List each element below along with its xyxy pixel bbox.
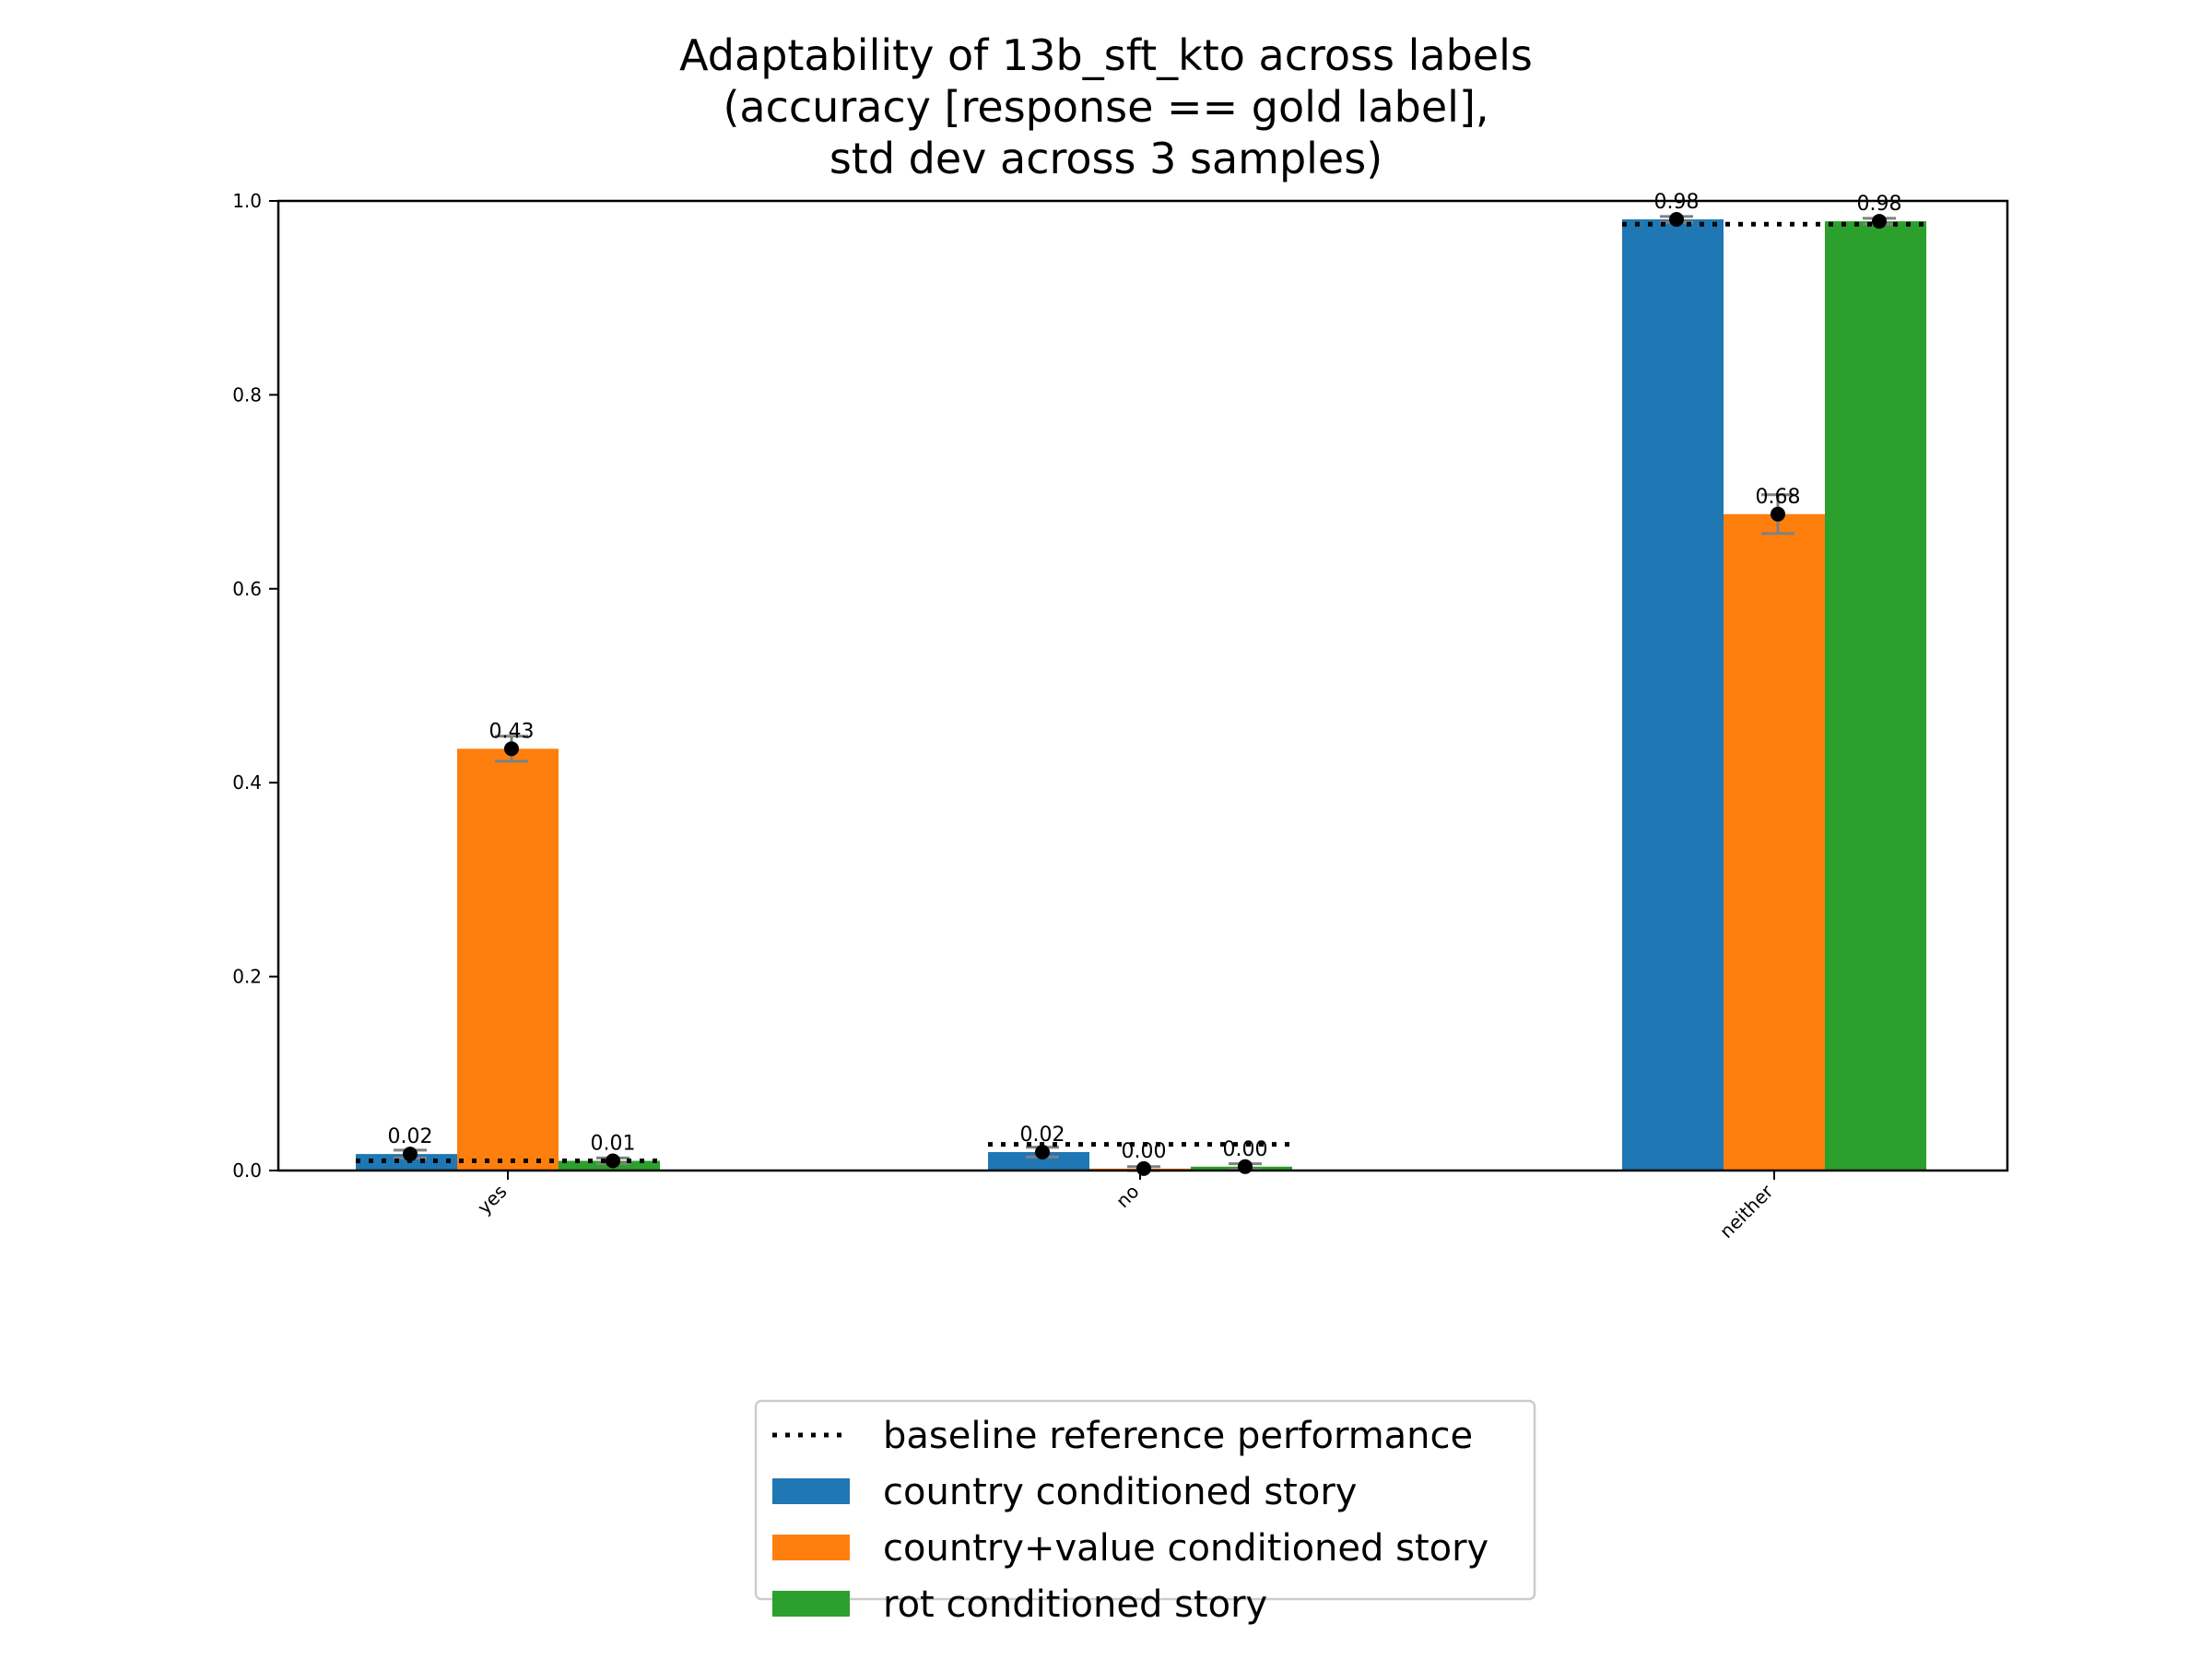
mean-marker-no-2: [1238, 1159, 1253, 1174]
bar-rot-conditioned-story-neither: [1825, 221, 1926, 1171]
x-tick-label-yes: yes: [473, 1181, 511, 1218]
bar-value-label: 0.98: [1654, 191, 1700, 214]
y-tick-label: 0.0: [232, 1159, 262, 1182]
bar-country-conditioned-story-no: [988, 1152, 1089, 1171]
legend-swatch: [772, 1478, 850, 1504]
legend-label: baseline reference performance: [883, 1415, 1473, 1457]
bar-value-label: 0.98: [1857, 193, 1902, 216]
bar-value-label: 0.02: [388, 1125, 433, 1148]
mean-marker-neither-2: [1872, 214, 1887, 229]
bar-value-label: 0.00: [1122, 1140, 1167, 1163]
mean-marker-neither-0: [1669, 211, 1684, 227]
bar-value-label: 0.43: [489, 720, 535, 743]
legend-label: country+value conditioned story: [883, 1527, 1488, 1570]
legend-label: rot conditioned story: [883, 1583, 1267, 1626]
y-tick-label: 0.4: [232, 771, 262, 794]
bar-country-conditioned-story-neither: [1622, 218, 1724, 1171]
legend-item: country+value conditioned story: [772, 1527, 1488, 1570]
x-tick-label-neither: neither: [1715, 1180, 1778, 1242]
chart-title: Adaptability of 13b_sft_kto across label…: [679, 30, 1533, 183]
legend-item: rot conditioned story: [772, 1583, 1267, 1626]
y-tick-label: 0.8: [232, 383, 262, 406]
plot-area: 0.02 0.02 0.98 0.43 0.00 0.68 0.01 0.00 0.98 0.0 0…: [232, 190, 2009, 1242]
bar-country-value-conditioned-story-yes: [457, 748, 559, 1171]
mean-marker-neither-1: [1771, 506, 1785, 522]
mean-marker-yes-2: [606, 1153, 620, 1169]
axes-frame: [276, 199, 2009, 1172]
legend: baseline reference performance country co…: [754, 1399, 1536, 1626]
legend-label: country conditioned story: [883, 1471, 1357, 1513]
legend-item: country conditioned story: [772, 1471, 1357, 1513]
mean-marker-yes-1: [504, 741, 519, 757]
mean-marker-no-0: [1035, 1145, 1050, 1160]
bar-country-value-conditioned-story-neither: [1724, 513, 1825, 1171]
y-tick-label: 1.0: [232, 190, 262, 212]
y-tick-label: 0.6: [232, 578, 262, 600]
bar-value-label: 0.00: [1223, 1138, 1268, 1161]
chart-title-line-3: std dev across 3 samples): [830, 134, 1382, 183]
legend-item: baseline reference performance: [772, 1415, 1473, 1457]
bar-country-conditioned-story-yes: [356, 1154, 457, 1171]
legend-swatch: [772, 1535, 850, 1560]
x-tick-label-no: no: [1112, 1181, 1144, 1213]
bar-value-label: 0.68: [1756, 486, 1801, 509]
y-tick-label: 0.2: [232, 966, 262, 988]
bar-value-label: 0.01: [591, 1132, 636, 1155]
mean-marker-yes-0: [403, 1147, 418, 1162]
chart-title-line-2: (accuracy [response == gold label],: [723, 82, 1488, 132]
mean-marker-no-1: [1136, 1160, 1151, 1176]
chart-title-line-1: Adaptability of 13b_sft_kto across label…: [679, 30, 1533, 80]
legend-swatch: [772, 1591, 850, 1617]
legend-frame: [754, 1399, 1536, 1601]
bar-value-label: 0.02: [1020, 1124, 1065, 1147]
